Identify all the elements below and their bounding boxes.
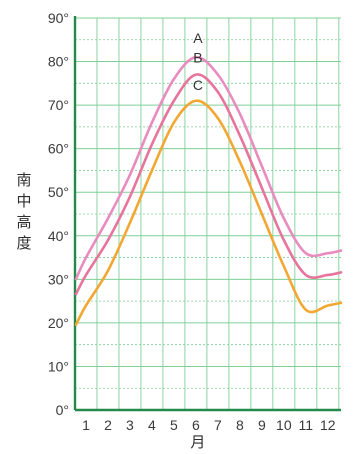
series-line-c [74,99,343,326]
y-tick-label: 60° [48,141,69,157]
y-tick-label: 30° [48,271,69,287]
y-axis-label-char: 度 [16,234,31,252]
x-tick-label: 2 [104,417,112,433]
series-label-b: B [193,50,202,66]
x-tick-label: 3 [126,417,134,433]
series-labels: ABC [193,30,203,93]
axis-titles: 南中高度 月 [16,171,205,451]
y-axis-label-char: 南 [16,171,31,189]
x-axis-label: 月 [190,433,205,451]
y-tick-label: 80° [48,54,69,70]
x-tick-label: 11 [299,417,314,433]
y-tick-label: 0° [56,402,69,418]
x-tick-label: 5 [170,417,178,433]
grid [74,17,341,411]
x-tick-label: 6 [192,417,200,433]
x-tick-label: 10 [276,417,292,433]
y-tick-label: 50° [48,184,69,200]
y-tick-label: 40° [48,228,69,244]
y-axis-label-char: 中 [16,192,31,210]
axes [73,16,341,412]
series-label-c: C [193,77,203,93]
x-tick-label: 1 [82,417,90,433]
x-tick-label: 9 [258,417,266,433]
y-axis-label: 南中高度 [16,171,31,252]
x-tick-label: 4 [148,417,156,433]
x-tick-label: 12 [320,417,336,433]
series-line-a [74,55,343,281]
y-axis-label-char: 高 [16,213,31,231]
series-line-b [74,73,343,296]
series-lines [74,55,343,326]
series-label-a: A [193,30,203,46]
y-tick-label: 70° [48,97,69,113]
y-tick-label: 90° [48,10,69,26]
y-tick-label: 10° [48,358,69,374]
x-tick-label: 7 [214,417,222,433]
y-tick-label: 20° [48,315,69,331]
x-tick-label: 8 [236,417,244,433]
tick-labels: 0°10°20°30°40°50°60°70°80°90°1 2 3 4 5 6 7 8 9 10… [48,10,336,433]
